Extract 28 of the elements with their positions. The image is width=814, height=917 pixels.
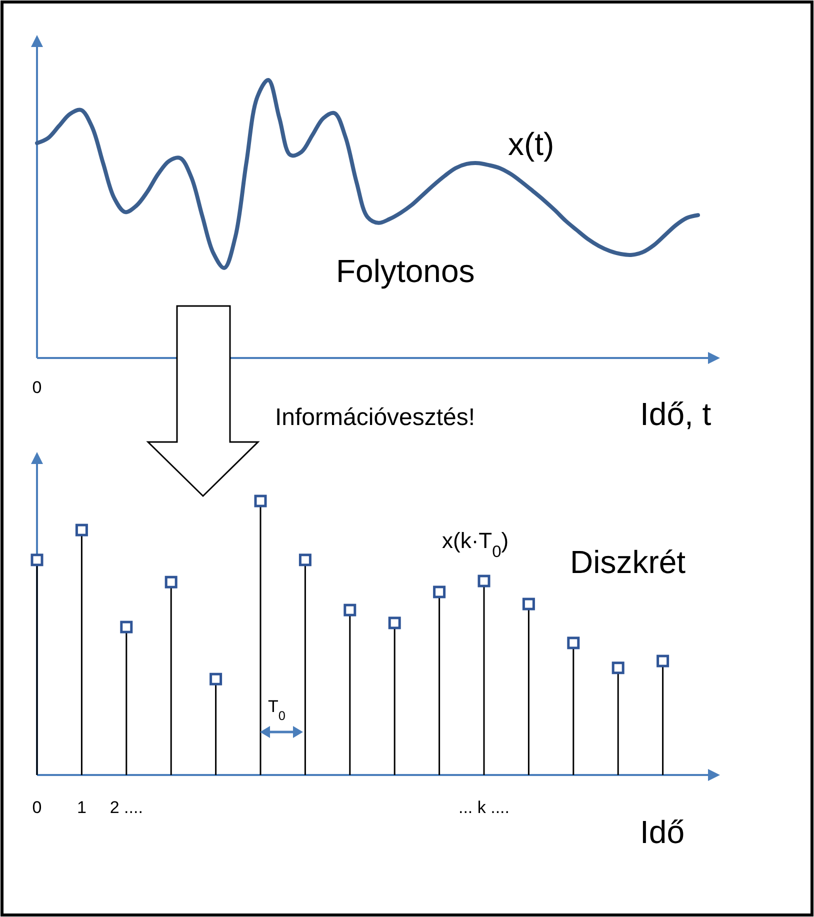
x-tick-label: ... k ....: [458, 798, 510, 817]
x-axis-title: Idő, t: [640, 396, 712, 432]
point: [30, 554, 44, 566]
point: [612, 662, 624, 674]
point: [210, 672, 222, 686]
point: [433, 586, 446, 598]
annotation: Diszkrét: [570, 544, 686, 580]
x-axis-title: Idő: [640, 814, 684, 850]
annotation: x(k·T$_{0}$): [442, 528, 509, 561]
point: [478, 574, 490, 588]
text: 0: [32, 378, 42, 397]
point: [567, 636, 580, 650]
point: [298, 554, 312, 566]
annotation: x(t): [508, 126, 554, 162]
point: [344, 604, 356, 616]
point: [388, 616, 401, 630]
point: [522, 598, 535, 610]
text: Információvesztés!: [275, 404, 476, 431]
point: [164, 576, 178, 588]
point: [75, 524, 88, 536]
annotation: T$_{0}$: [268, 697, 286, 722]
x-tick-label: 0: [32, 798, 42, 817]
x-tick-label: 1: [76, 798, 86, 817]
x-tick-label: 2 ....: [110, 798, 143, 817]
annotation: Folytonos: [336, 253, 475, 289]
point: [656, 654, 670, 668]
point: [254, 494, 267, 508]
point: [120, 620, 133, 634]
